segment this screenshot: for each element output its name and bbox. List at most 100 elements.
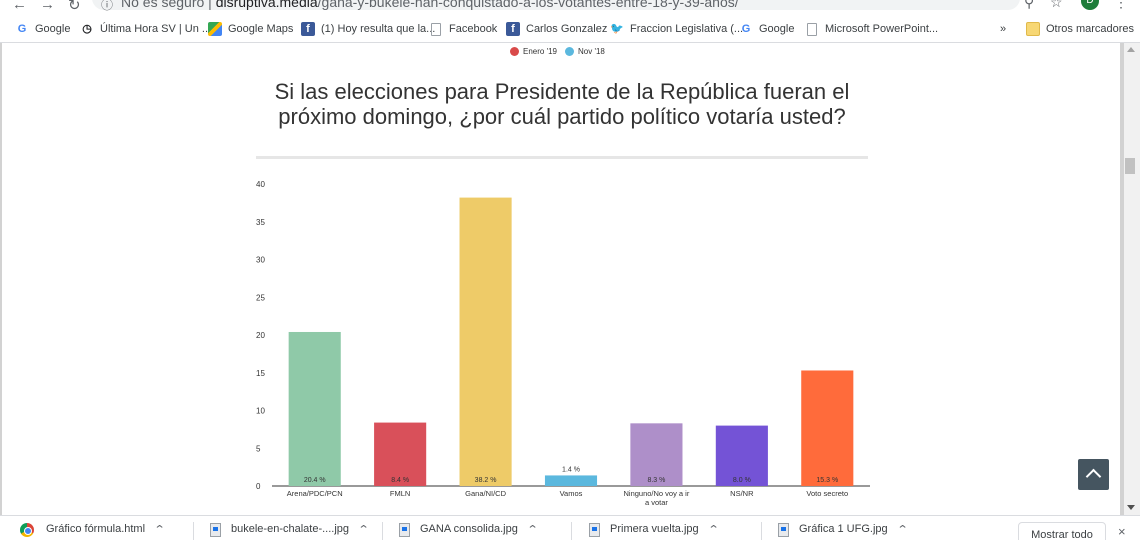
chevrons-icon: »: [1000, 23, 1007, 35]
bar[interactable]: [801, 370, 854, 486]
bookmark-label: Google Maps: [228, 23, 294, 35]
download-name: Gráfica 1 UFG.jpg: [799, 523, 888, 535]
scroll-thumb[interactable]: [1125, 158, 1135, 174]
bookmark-google-maps[interactable]: Google Maps: [208, 21, 293, 37]
file-icon: [589, 523, 600, 537]
forward-arrow-icon[interactable]: →: [40, 0, 55, 13]
bookmark-label: Google: [759, 23, 795, 35]
bookmark-fraccion-legislativa[interactable]: 🐦 Fraccion Legislativa (...: [610, 21, 743, 37]
show-all-downloads-button[interactable]: Mostrar todo: [1018, 522, 1106, 540]
bookmark-google-2[interactable]: G Google: [739, 21, 795, 37]
bar[interactable]: [630, 423, 683, 486]
bar[interactable]: [288, 331, 341, 486]
close-icon[interactable]: ×: [1118, 524, 1126, 539]
bookmark-label: Última Hora SV | Un ...: [100, 23, 212, 35]
category-label: Vamos: [560, 489, 583, 498]
download-name: bukele-en-chalate-....jpg: [231, 523, 350, 535]
scrollbar[interactable]: [1124, 43, 1140, 515]
bookmark-carlos-gonzalez[interactable]: f Carlos Gonzalez: [506, 21, 607, 37]
category-label: Voto secreto: [806, 489, 848, 498]
avatar[interactable]: D: [1081, 0, 1099, 10]
bookmarks-bar: G Google ◷ Última Hora SV | Un ... Google …: [0, 14, 1140, 43]
bookmark-ultima-hora[interactable]: ◷ Última Hora SV | Un ...: [80, 21, 211, 37]
chevron-up-icon[interactable]: ⌃: [526, 524, 539, 536]
chevron-up-icon[interactable]: ⌃: [357, 524, 370, 536]
download-name: Gráfico fórmula.html: [46, 523, 146, 535]
search-icon[interactable]: ⚲: [1024, 0, 1035, 10]
download-item[interactable]: bukele-en-chalate-....jpg ⌃: [210, 523, 370, 540]
clock-icon: ◷: [82, 23, 92, 35]
y-tick-label: 25: [256, 293, 265, 302]
divider: [382, 522, 383, 540]
bar[interactable]: [374, 422, 427, 486]
divider: [761, 522, 762, 540]
legend-dot: [565, 47, 574, 56]
omnibox[interactable]: [92, 0, 1020, 10]
category-label: Gana/NI/CD: [465, 489, 506, 498]
scroll-to-top-button[interactable]: [1078, 459, 1109, 490]
y-tick-label: 20: [256, 331, 265, 340]
category-label: Ninguno/No voy a ir: [623, 489, 689, 498]
download-item[interactable]: Primera vuelta.jpg ⌃: [589, 523, 720, 540]
downloads-bar: Gráfico fórmula.html ⌃ bukele-en-chalate-…: [0, 515, 1140, 540]
menu-icon[interactable]: ⋮: [1114, 0, 1128, 10]
page-content: [0, 43, 1124, 515]
category-label: a votar: [645, 498, 668, 507]
y-tick-label: 40: [256, 180, 265, 189]
page-border: [0, 43, 2, 515]
scroll-up-arrow-icon[interactable]: [1127, 47, 1135, 52]
y-tick-label: 35: [256, 218, 265, 227]
chevron-up-icon[interactable]: ⌃: [896, 524, 909, 536]
facebook-icon: f: [506, 22, 520, 36]
y-tick-label: 0: [256, 482, 261, 491]
bookmark-facebook[interactable]: Facebook: [431, 21, 497, 37]
download-item[interactable]: Gráfica 1 UFG.jpg ⌃: [778, 523, 909, 540]
chrome-icon: [20, 523, 34, 537]
download-item[interactable]: GANA consolida.jpg ⌃: [399, 523, 539, 540]
bookmarks-overflow-button[interactable]: »: [1000, 21, 1006, 37]
title-underline: [256, 156, 868, 159]
scroll-down-arrow-icon[interactable]: [1127, 505, 1135, 510]
file-icon: [399, 523, 410, 537]
chevron-up-icon[interactable]: ⌃: [153, 524, 166, 536]
divider: [193, 522, 194, 540]
url-domain: disruptiva.media: [215, 0, 318, 10]
bookmark-hoy-resulta[interactable]: f (1) Hoy resulta que la...: [301, 21, 435, 37]
legend-item[interactable]: Enero '19: [510, 47, 557, 56]
y-tick-label: 5: [256, 444, 261, 453]
reload-icon[interactable]: ↻: [68, 0, 81, 14]
star-icon[interactable]: ☆: [1050, 0, 1063, 10]
page-border: [1120, 43, 1124, 515]
back-arrow-icon[interactable]: ←: [12, 0, 27, 13]
data-label: 1.4 %: [562, 466, 580, 473]
y-tick-label: 15: [256, 369, 265, 378]
info-icon[interactable]: ⓘ: [101, 0, 114, 12]
bookmark-label: Otros marcadores: [1046, 23, 1135, 35]
download-item[interactable]: Gráfico fórmula.html ⌃: [20, 523, 166, 540]
legend-item[interactable]: Nov '18: [565, 47, 605, 56]
file-icon: [778, 523, 789, 537]
url-text[interactable]: No es seguro | disruptiva.media/gana-y-b…: [121, 0, 739, 10]
chevron-up-icon[interactable]: ⌃: [707, 524, 720, 536]
maps-icon: [208, 22, 222, 36]
bookmark-label: Fraccion Legislativa (...: [630, 23, 744, 35]
legend-label: Nov '18: [578, 47, 605, 56]
bar[interactable]: [715, 425, 768, 486]
folder-icon: [1026, 22, 1040, 36]
bar[interactable]: [544, 475, 598, 486]
y-tick-label: 10: [256, 407, 265, 416]
bookmark-label: Facebook: [449, 23, 498, 35]
bookmark-google[interactable]: G Google: [15, 21, 71, 37]
bar-chart: 0 5 10 15 20 25 30 35 40 20.4 % Arena/PDC/PCN 8.4 %…: [256, 180, 870, 507]
category-label: NS/NR: [730, 489, 754, 498]
bar[interactable]: [459, 197, 512, 486]
twitter-icon: 🐦: [610, 23, 624, 35]
bookmark-label: Google: [35, 23, 71, 35]
category-label: FMLN: [390, 489, 410, 498]
bookmark-powerpoint[interactable]: Microsoft PowerPoint...: [807, 21, 938, 37]
bookmark-label: (1) Hoy resulta que la...: [321, 23, 436, 35]
other-bookmarks-folder[interactable]: Otros marcadores: [1026, 21, 1134, 37]
chart-legend: Enero '19 Nov '18: [510, 47, 613, 56]
divider: [571, 522, 572, 540]
